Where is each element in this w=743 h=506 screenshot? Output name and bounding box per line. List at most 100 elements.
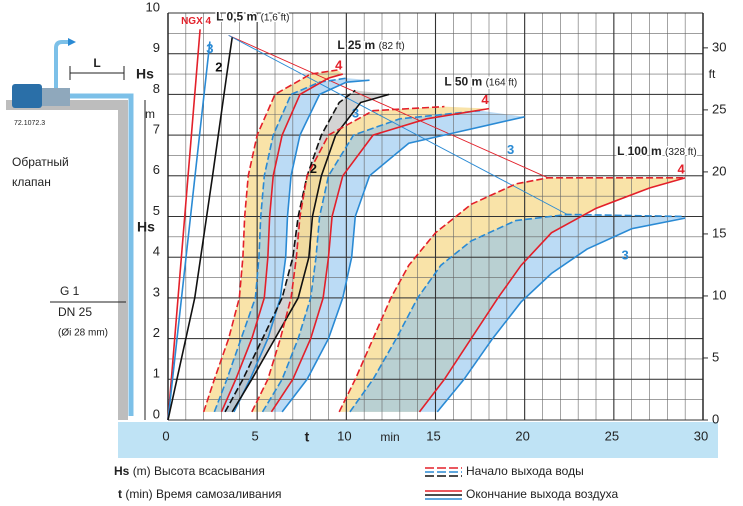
band: [214, 78, 370, 412]
valve-label: Обратный: [12, 155, 69, 169]
legend-swatch-end: [425, 490, 462, 500]
hs-label: Hs: [137, 219, 155, 235]
y-tick-label: 9: [153, 40, 160, 55]
code: 72.1072.3: [14, 120, 45, 127]
y-axis-unit: m: [145, 107, 155, 121]
series-line: [231, 93, 390, 413]
group-length-ft: (1,6 ft): [261, 12, 290, 23]
series-line: [418, 177, 686, 413]
valve-label: клапан: [12, 175, 51, 189]
series-label: 4: [678, 161, 686, 176]
series-line: [202, 69, 338, 413]
legend-unit: (min): [125, 487, 152, 501]
series-line: [224, 89, 356, 413]
series-label: 3: [352, 106, 359, 121]
grid: [167, 12, 708, 421]
y-tick-label: 8: [153, 81, 160, 96]
series-label: 2: [215, 59, 222, 74]
series-line: [167, 37, 233, 421]
y-tick-label: 1: [153, 366, 160, 381]
legend-entry: Окончание выхода воздуха: [466, 487, 618, 501]
group-label: L 50 m (164 ft): [444, 75, 517, 89]
y2-tick-label: 10: [712, 287, 726, 302]
connector: [228, 34, 568, 215]
x-tick-label: 30: [694, 428, 708, 443]
legend-def: Hs (m) Высота всасывания: [114, 464, 265, 478]
series-line: [281, 116, 525, 413]
series-line: [233, 79, 370, 413]
y-tick-label: 0: [153, 406, 160, 421]
legend-unit: (m): [133, 464, 151, 478]
legend-sym: Hs: [114, 464, 130, 478]
connector: [228, 34, 549, 179]
group-length-ft: (328 ft): [665, 146, 697, 157]
dn-label: DN 25: [58, 305, 92, 319]
pump-body: [42, 88, 70, 106]
thread-label: G 1: [60, 284, 80, 298]
series-line: [220, 73, 343, 413]
group-length: L 100 m: [617, 144, 661, 158]
series-line: [213, 77, 347, 413]
group-label: L 0,5 m (1,6 ft): [216, 9, 289, 23]
x-axis-unit: min: [380, 430, 399, 444]
stand: [6, 100, 128, 420]
y2-tick-label: 20: [712, 163, 726, 178]
plot: 0 5 10 15 20 25 30012345678910051015202530NGX …: [146, 0, 727, 443]
y2-tick-label: 15: [712, 225, 726, 240]
y-tick-label: 7: [153, 122, 160, 137]
y2-tick-label: 30: [712, 39, 726, 54]
outlet-pipe: [54, 40, 70, 88]
legend-text: Время самозаливания: [156, 487, 282, 501]
group-length: L 25 m: [337, 38, 375, 52]
group-length: L 50 m: [444, 75, 482, 89]
series-label: 4: [335, 57, 343, 72]
group-length-ft: (164 ft): [486, 77, 518, 88]
series-label: 3: [507, 142, 514, 157]
y-tick-label: 10: [146, 0, 160, 14]
x-tick-label: 25: [605, 428, 619, 443]
x-tick-label: 0: [162, 428, 169, 443]
series-line: [338, 177, 686, 413]
group-length: L 0,5 m: [216, 9, 257, 23]
motor: [12, 84, 42, 108]
installation: L Hs 72.1072.3 Обратный клапан G 1 DN 25…: [6, 38, 155, 420]
legend-entry: Начало выхода воды: [466, 464, 584, 478]
band: [262, 110, 525, 412]
band: [349, 214, 686, 412]
series-line: [349, 213, 686, 413]
series-line: [251, 105, 445, 413]
legend-sym: t: [118, 487, 122, 501]
series-label: 4: [481, 92, 489, 107]
water-band: [118, 422, 718, 458]
y2-tick-label: 5: [712, 349, 719, 364]
legend: Hs (m) Высота всасывания t (min) Время с…: [114, 464, 618, 501]
series-label: 3: [622, 248, 629, 263]
series-line: [436, 217, 686, 413]
x-tick-label: 20: [515, 428, 529, 443]
series-label: 3: [206, 41, 213, 56]
series-label: NGX 4: [181, 16, 211, 27]
outlet-arrow: [68, 38, 76, 46]
series-label: 2: [310, 161, 317, 176]
y2-tick-label: 0: [712, 411, 719, 426]
series-line: [261, 109, 481, 413]
y-tick-label: 3: [153, 284, 160, 299]
y-axis-label: Hs: [136, 66, 154, 82]
legend-swatch-start: [425, 467, 462, 477]
series-line: [270, 107, 490, 413]
y-tick-label: 5: [153, 203, 160, 218]
series-line: [167, 29, 201, 421]
band: [203, 69, 343, 412]
y-tick-label: 4: [153, 244, 160, 259]
group-label: L 100 m (328 ft): [617, 144, 697, 158]
group-length-ft: (82 ft): [379, 41, 405, 52]
suction-pipe: [70, 93, 134, 416]
x-axis-label: t: [305, 429, 310, 445]
x-tick-label: 15: [426, 428, 440, 443]
y2-axis-unit: ft: [709, 67, 716, 81]
legend-text: Высота всасывания: [154, 464, 265, 478]
y2-tick-label: 25: [712, 101, 726, 116]
group-label: L 25 m (82 ft): [337, 38, 404, 52]
